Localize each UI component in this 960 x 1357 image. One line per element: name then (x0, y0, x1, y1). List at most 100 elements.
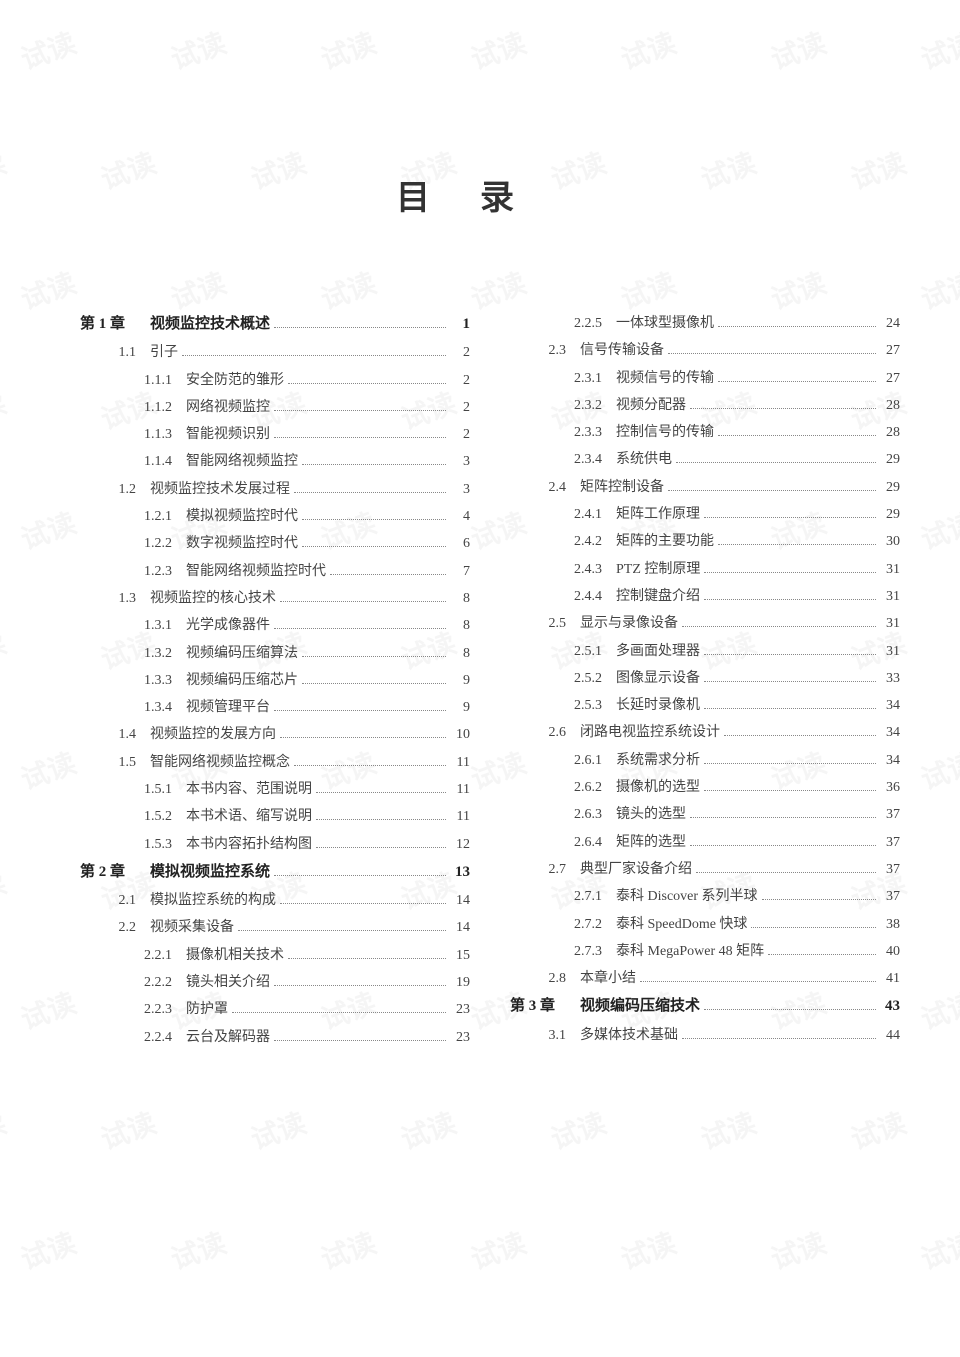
toc-leader-dots (238, 930, 446, 931)
toc-entry[interactable]: 2.2.2镜头相关介绍19 (80, 969, 470, 996)
toc-entry[interactable]: 1.5.1本书内容、范围说明11 (80, 776, 470, 803)
toc-entry-title: 模拟视频监控系统 (150, 858, 270, 887)
toc-entry[interactable]: 1.1.4智能网络视频监控3 (80, 448, 470, 475)
toc-leader-dots (280, 903, 446, 904)
toc-entry[interactable]: 3.1多媒体技术基础44 (510, 1022, 900, 1049)
toc-entry-page: 40 (880, 938, 900, 965)
toc-leader-dots (751, 927, 876, 928)
toc-entry[interactable]: 2.4矩阵控制设备29 (510, 474, 900, 501)
toc-leader-dots (280, 601, 446, 602)
toc-entry-number: 1.5.2 (80, 803, 186, 830)
toc-entry[interactable]: 2.3信号传输设备27 (510, 337, 900, 364)
toc-entry-number: 2.3.3 (510, 419, 616, 446)
toc-entry-number: 2.2.3 (80, 996, 186, 1023)
toc-entry-title: 镜头相关介绍 (186, 969, 270, 996)
toc-entry[interactable]: 1.3.3视频编码压缩芯片9 (80, 667, 470, 694)
toc-entry[interactable]: 2.6.4矩阵的选型37 (510, 829, 900, 856)
toc-entry[interactable]: 2.8本章小结41 (510, 965, 900, 992)
toc-entry[interactable]: 2.4.1矩阵工作原理29 (510, 501, 900, 528)
toc-entry-page: 37 (880, 801, 900, 828)
toc-entry[interactable]: 2.1模拟监控系统的构成14 (80, 887, 470, 914)
toc-entry[interactable]: 1.2.1模拟视频监控时代4 (80, 503, 470, 530)
toc-leader-dots (274, 1040, 446, 1041)
toc-entry[interactable]: 2.2.4云台及解码器23 (80, 1024, 470, 1051)
toc-entry[interactable]: 2.3.4系统供电29 (510, 446, 900, 473)
toc-entry-title: 视频监控技术发展过程 (150, 476, 290, 503)
watermark-text: 试读 (0, 382, 11, 439)
toc-entry[interactable]: 1.1.3智能视频识别2 (80, 421, 470, 448)
toc-entry-number: 1.3.1 (80, 612, 186, 639)
toc-entry-page: 15 (450, 942, 470, 969)
toc-entry[interactable]: 2.7典型厂家设备介绍37 (510, 856, 900, 883)
toc-entry-page: 4 (450, 503, 470, 530)
toc-entry[interactable]: 2.7.1泰科 Discover 系列半球37 (510, 883, 900, 910)
toc-entry[interactable]: 2.2视频采集设备14 (80, 914, 470, 941)
toc-entry[interactable]: 2.2.3防护罩23 (80, 996, 470, 1023)
toc-entry-page: 8 (450, 585, 470, 612)
toc-entry[interactable]: 2.4.3PTZ 控制原理31 (510, 556, 900, 583)
toc-entry-page: 31 (880, 556, 900, 583)
toc-entry-page: 14 (450, 887, 470, 914)
toc-entry-title: 模拟视频监控时代 (186, 503, 298, 530)
toc-entry[interactable]: 2.3.1视频信号的传输27 (510, 365, 900, 392)
toc-entry[interactable]: 2.3.2视频分配器28 (510, 392, 900, 419)
toc-entry-page: 31 (880, 610, 900, 637)
toc-entry[interactable]: 1.3.4视频管理平台9 (80, 694, 470, 721)
toc-leader-dots (718, 326, 876, 327)
toc-entry[interactable]: 2.2.5一体球型摄像机24 (510, 310, 900, 337)
toc-entry[interactable]: 2.7.2泰科 SpeedDome 快球38 (510, 911, 900, 938)
toc-entry[interactable]: 2.3.3控制信号的传输28 (510, 419, 900, 446)
toc-entry[interactable]: 2.6.2摄像机的选型36 (510, 774, 900, 801)
watermark-text: 试读 (15, 982, 81, 1039)
toc-leader-dots (682, 626, 876, 627)
toc-entry[interactable]: 1.1.1安全防范的雏形2 (80, 367, 470, 394)
toc-entry[interactable]: 第 1 章视频监控技术概述1 (80, 310, 470, 339)
toc-entry-title: 多画面处理器 (616, 638, 700, 665)
toc-leader-dots (696, 872, 876, 873)
toc-entry-title: 视频分配器 (616, 392, 686, 419)
toc-entry-title: 矩阵的主要功能 (616, 528, 714, 555)
toc-entry[interactable]: 第 3 章视频编码压缩技术43 (510, 992, 900, 1021)
toc-entry[interactable]: 1.1引子2 (80, 339, 470, 366)
toc-entry[interactable]: 2.5.2图像显示设备33 (510, 665, 900, 692)
toc-entry[interactable]: 2.6闭路电视监控系统设计34 (510, 719, 900, 746)
watermark-text: 试读 (15, 22, 81, 79)
toc-entry-page: 27 (880, 365, 900, 392)
toc-leader-dots (704, 1009, 876, 1010)
toc-entry[interactable]: 2.4.4控制键盘介绍31 (510, 583, 900, 610)
toc-entry[interactable]: 1.5.2本书术语、缩写说明11 (80, 803, 470, 830)
toc-entry[interactable]: 1.5智能网络视频监控概念11 (80, 749, 470, 776)
toc-entry[interactable]: 1.3.2视频编码压缩算法8 (80, 640, 470, 667)
toc-leader-dots (294, 765, 446, 766)
toc-entry-number: 2.4.3 (510, 556, 616, 583)
toc-entry-title: 矩阵控制设备 (580, 474, 664, 501)
toc-entry[interactable]: 1.2.2数字视频监控时代6 (80, 530, 470, 557)
toc-entry-title: 典型厂家设备介绍 (580, 856, 692, 883)
toc-entry[interactable]: 1.1.2网络视频监控2 (80, 394, 470, 421)
toc-entry-number: 1.5 (80, 749, 150, 776)
toc-entry-page: 37 (880, 883, 900, 910)
watermark-text: 试读 (0, 622, 11, 679)
watermark-text: 试读 (15, 742, 81, 799)
toc-entry[interactable]: 2.4.2矩阵的主要功能30 (510, 528, 900, 555)
toc-entry-title: 视频管理平台 (186, 694, 270, 721)
toc-entry[interactable]: 1.2.3智能网络视频监控时代7 (80, 558, 470, 585)
toc-entry[interactable]: 2.7.3泰科 MegaPower 48 矩阵40 (510, 938, 900, 965)
toc-entry[interactable]: 1.3视频监控的核心技术8 (80, 585, 470, 612)
watermark-text: 试读 (0, 862, 11, 919)
toc-entry[interactable]: 2.6.3镜头的选型37 (510, 801, 900, 828)
toc-entry[interactable]: 第 2 章模拟视频监控系统13 (80, 858, 470, 887)
toc-entry-title: 光学成像器件 (186, 612, 270, 639)
toc-entry[interactable]: 1.4视频监控的发展方向10 (80, 721, 470, 748)
toc-entry-number: 2.3.4 (510, 446, 616, 473)
toc-entry[interactable]: 1.5.3本书内容拓扑结构图12 (80, 831, 470, 858)
toc-entry[interactable]: 2.5显示与录像设备31 (510, 610, 900, 637)
toc-entry-page: 34 (880, 747, 900, 774)
toc-entry[interactable]: 2.5.1多画面处理器31 (510, 638, 900, 665)
toc-entry[interactable]: 2.6.1系统需求分析34 (510, 747, 900, 774)
toc-entry[interactable]: 2.2.1摄像机相关技术15 (80, 942, 470, 969)
toc-entry[interactable]: 1.3.1光学成像器件8 (80, 612, 470, 639)
toc-entry[interactable]: 2.5.3长延时录像机34 (510, 692, 900, 719)
toc-leader-dots (288, 958, 446, 959)
toc-entry[interactable]: 1.2视频监控技术发展过程3 (80, 476, 470, 503)
